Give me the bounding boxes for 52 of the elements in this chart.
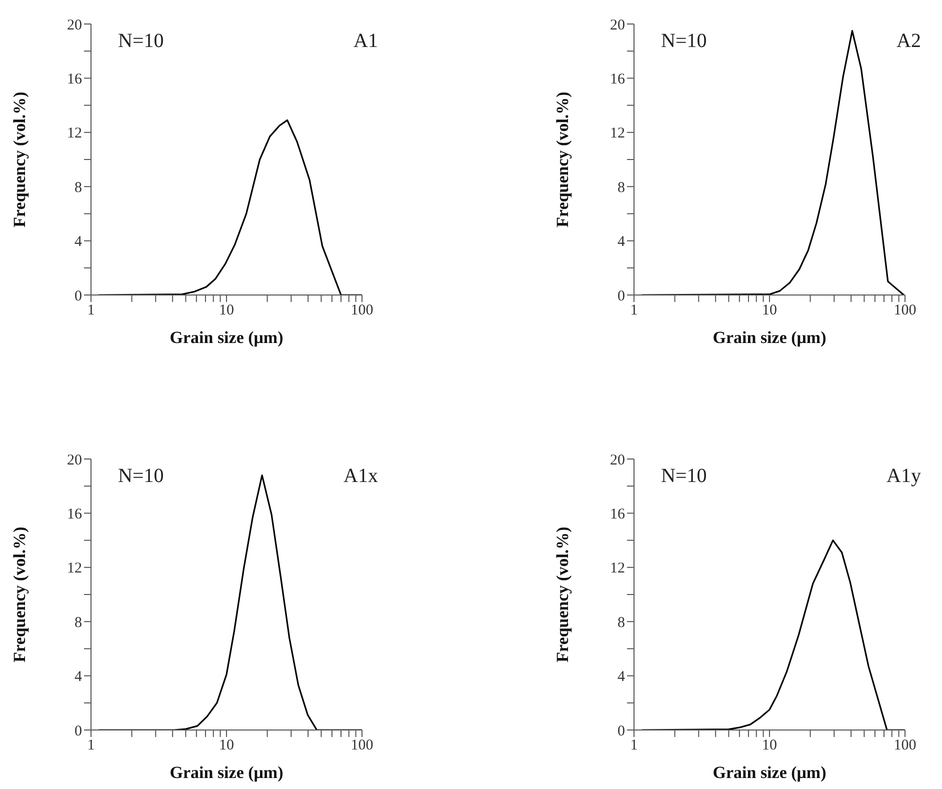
x-tick-label: 100 [894,738,916,754]
y-tick-label: 16 [610,72,626,88]
x-axis-title: Grain size (μm) [170,763,284,782]
y-tick-label: 4 [618,669,626,686]
chart-title: A1y [886,465,921,488]
x-tick-label: 1 [87,738,95,754]
y-tick-label: 0 [618,723,625,740]
x-tick-label: 100 [350,302,374,319]
annotation: N=10 [661,465,707,488]
y-tick-label: 20 [610,17,625,34]
x-tick-label: 10 [762,302,777,319]
x-axis-title: Grain size (μm) [170,328,284,347]
annotation: N=10 [118,465,164,488]
y-axis-title: Frequency (vol.%) [10,526,30,662]
x-tick-label: 1 [87,302,95,319]
x-tick-label: 1 [630,738,638,754]
y-tick-label: 12 [67,126,82,142]
y-tick-label: 4 [74,669,82,686]
y-axis-title: Frequency (vol.%) [10,92,30,228]
x-tick-label: 10 [219,302,234,319]
x-tick-label: 10 [762,738,777,754]
y-tick-label: 20 [67,17,82,34]
y-tick-label: 0 [618,288,625,304]
y-tick-label: 8 [74,180,82,196]
y-tick-label: 20 [67,452,82,468]
y-tick-label: 12 [610,560,625,577]
annotation: N=10 [118,30,164,53]
y-tick-label: 4 [618,234,626,250]
chart-title: A1x [344,465,378,488]
y-tick-label: 4 [74,234,82,250]
x-tick-label: 1 [630,302,638,319]
y-tick-label: 12 [610,126,625,142]
y-tick-label: 8 [618,180,625,196]
chart-title: A1 [354,30,378,53]
y-tick-label: 16 [67,506,82,523]
y-tick-label: 16 [67,72,82,88]
y-tick-label: 0 [74,723,82,740]
x-axis-title: Grain size (μm) [712,328,826,347]
y-axis-title: Frequency (vol.%) [553,526,572,662]
y-tick-label: 12 [67,560,82,577]
y-tick-label: 20 [610,452,625,468]
y-axis-title: Frequency (vol.%) [553,92,572,228]
annotation: N=10 [661,30,707,53]
x-tick-label: 10 [219,738,234,754]
chart-title: A2 [896,30,921,53]
y-tick-label: 16 [610,506,626,523]
y-tick-label: 0 [74,288,82,304]
y-tick-label: 8 [74,614,82,631]
y-tick-label: 8 [618,614,625,631]
x-tick-label: 100 [894,302,916,319]
x-tick-label: 100 [350,738,374,754]
x-axis-title: Grain size (μm) [712,763,826,782]
